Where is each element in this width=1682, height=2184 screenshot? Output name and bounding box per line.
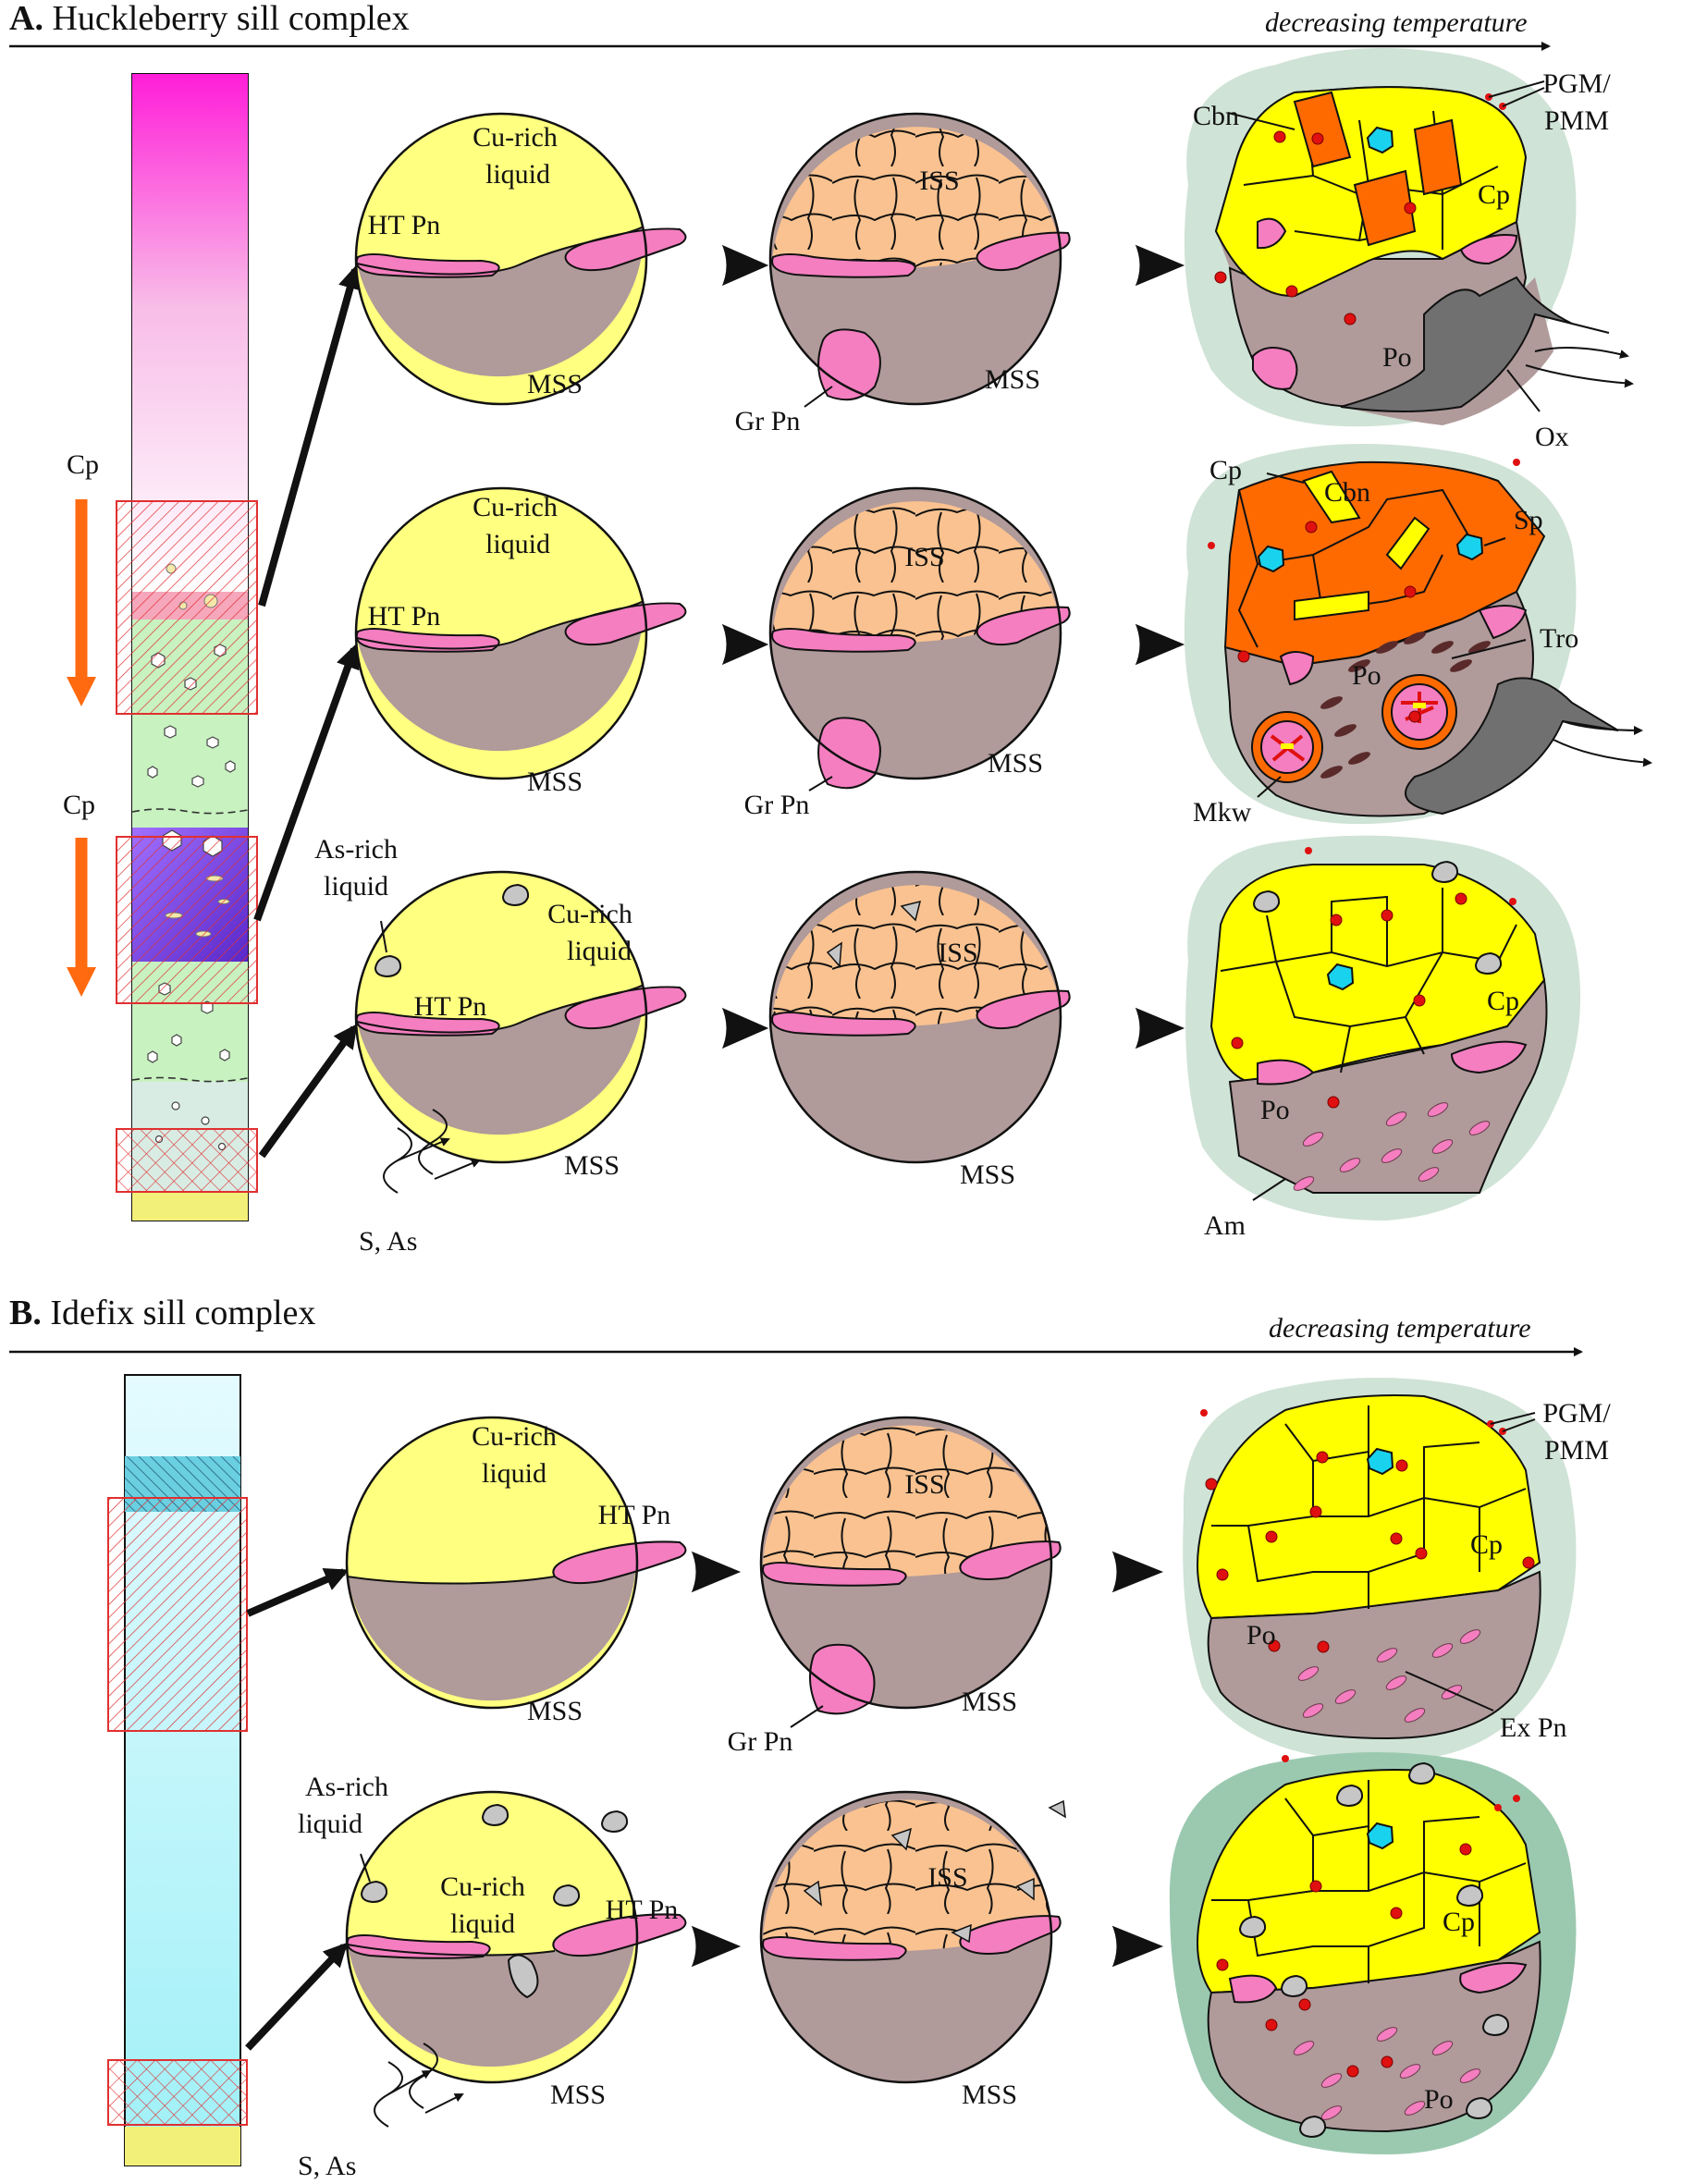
final-b2-assemblage: Cp Po xyxy=(1169,1752,1577,2154)
stage1-b1-htpn-label: HT Pn xyxy=(598,1500,671,1530)
stage1-b2-s-as-label: S, As xyxy=(298,2151,356,2181)
final-b1-pgm-label-1: PGM/ xyxy=(1542,1398,1611,1429)
arrowheads-stage1-to-stage2 xyxy=(716,239,776,1054)
cp-arrow-label-2: Cp xyxy=(63,790,95,820)
stage1-a2-liquid-label-1: Cu-rich xyxy=(473,492,558,522)
final-a1-cp-label: Cp xyxy=(1478,179,1510,210)
stage2-b2-iss-label: ISS xyxy=(927,1862,967,1893)
stage2-a1-iss-label: ISS xyxy=(919,166,959,196)
stage1-a3-s-as-label: S, As xyxy=(359,1226,417,1257)
final-a2-mkw-label: Mkw xyxy=(1193,797,1252,828)
final-a3-po-label: Po xyxy=(1260,1095,1290,1125)
stage1-b2-liquid-label-2: liquid xyxy=(450,1908,515,1939)
stage2-b2-iss: ISS MSS xyxy=(759,1790,1066,2110)
arrow-column-to-row3 xyxy=(258,1024,358,1159)
stage2-a1-mss-label: MSS xyxy=(985,364,1040,395)
final-a2-cbn-label: Cbn xyxy=(1324,477,1370,508)
final-a1-ox-label: Ox xyxy=(1535,422,1569,452)
stage1-a1-htpn-label: HT Pn xyxy=(368,210,441,240)
stage2-a2-iss-label: ISS xyxy=(904,542,944,572)
final-a3-am-label: Am xyxy=(1204,1210,1246,1241)
stage2-a2-mss-label: MSS xyxy=(988,748,1043,779)
stage2-a1-grpn-label: Gr Pn xyxy=(735,406,801,436)
stage2-a3-iss-label: ISS xyxy=(938,938,977,968)
stage2-a3-iss: ISS MSS xyxy=(768,870,1071,1190)
final-a2-cp-label: Cp xyxy=(1209,455,1242,485)
stage1-a3: As-rich liquid Cu-rich liquid HT Pn MSS … xyxy=(314,834,687,1257)
final-a3-assemblage: Cp Po Am xyxy=(1185,835,1581,1241)
arrowheads-b xyxy=(685,1546,1172,1972)
stage1-a1-mss-label: MSS xyxy=(527,369,583,399)
panel-a-title: A. Huckleberry sill complex xyxy=(9,0,410,38)
panel-b-temperature-label: decreasing temperature xyxy=(1269,1313,1531,1344)
final-b1-cp-label: Cp xyxy=(1470,1529,1503,1560)
final-b1-expn-label: Ex Pn xyxy=(1500,1712,1567,1743)
arrow-column-to-row1 xyxy=(258,264,362,607)
final-a1-po-label: Po xyxy=(1382,342,1412,373)
final-b2-po-label: Po xyxy=(1424,2084,1454,2115)
final-a1-pgm-label-2: PMM xyxy=(1544,105,1609,136)
stage1-sulfide-liquid: Cu-rich liquid HT Pn MSS xyxy=(354,112,687,406)
stage1-a3-asliquid-label-2: liquid xyxy=(324,871,388,902)
stage2-b1-grpn-label: Gr Pn xyxy=(728,1726,793,1757)
stage1-b2: As-rich liquid Cu-rich liquid HT Pn MSS … xyxy=(298,1772,687,2181)
stage1-b2-asliquid-label-2: liquid xyxy=(298,1809,362,1839)
stage1-b1-mss-label: MSS xyxy=(527,1696,583,1726)
stage2-a3-mss-label: MSS xyxy=(960,1159,1015,1190)
final-a2-tro-label: Tro xyxy=(1540,623,1578,654)
stage1-b2-liquid-label-1: Cu-rich xyxy=(440,1871,525,1902)
stage1-a1-liquid-label-1: Cu-rich xyxy=(473,122,558,153)
final-a3-cp-label: Cp xyxy=(1487,986,1519,1016)
stage2-b2-mss-label: MSS xyxy=(962,2080,1017,2110)
stage2-b1-iss-label: ISS xyxy=(904,1469,944,1500)
stage1-a2-htpn-label: HT Pn xyxy=(368,601,441,632)
final-b1-pgm-label-2: PMM xyxy=(1544,1435,1609,1466)
stage1-b1-liquid-label-2: liquid xyxy=(482,1458,546,1489)
stage1-a3-liquid-label-1: Cu-rich xyxy=(547,899,632,929)
arrow-column-to-row2 xyxy=(253,644,360,922)
final-a2-assemblage: Cp Cbn Sp Tro Po Mkw xyxy=(1184,444,1652,828)
stage1-a2-mss-label: MSS xyxy=(527,767,583,797)
stage1-a2: Cu-rich liquid HT Pn MSS xyxy=(354,486,687,797)
arrow-column-b-to-row2 xyxy=(245,1942,349,2051)
final-a2-sp-label: Sp xyxy=(1514,505,1543,535)
final-a1-assemblage: Cbn PGM/ PMM Cp Po Ox xyxy=(1184,48,1634,452)
cp-arrow-label-1: Cp xyxy=(67,449,99,480)
stage1-b2-asliquid-label-1: As-rich xyxy=(305,1772,388,1802)
final-b1-assemblage: PGM/ PMM Cp Po Ex Pn xyxy=(1183,1378,1611,1761)
stage1-b1: Cu-rich liquid HT Pn MSS xyxy=(345,1416,687,1726)
panel-a-temperature-label: decreasing temperature xyxy=(1265,7,1528,38)
stage2-b1-iss: ISS MSS Gr Pn xyxy=(728,1416,1062,1757)
final-a2-po-label: Po xyxy=(1352,660,1381,691)
stage1-a3-mss-label: MSS xyxy=(564,1150,620,1181)
final-b2-cp-label: Cp xyxy=(1443,1907,1475,1937)
stage2-a2-grpn-label: Gr Pn xyxy=(744,790,810,820)
column-a-stratigraphy xyxy=(116,73,258,1221)
column-b-stratigraphy xyxy=(107,1374,248,2166)
panel-b-title: B. Idefix sill complex xyxy=(9,1294,315,1332)
stage1-a1-liquid-label-2: liquid xyxy=(485,159,550,190)
final-a1-cbn-label: Cbn xyxy=(1193,101,1239,131)
stage1-b2-htpn-label: HT Pn xyxy=(606,1895,679,1925)
stage2-a1-iss: ISS MSS Gr Pn xyxy=(735,112,1071,436)
final-a1-pgm-label-1: PGM/ xyxy=(1542,68,1611,99)
stage1-a3-liquid-label-2: liquid xyxy=(567,936,632,966)
stage2-a2-iss: ISS MSS Gr Pn xyxy=(744,486,1071,820)
arrow-column-b-to-row1 xyxy=(246,1568,350,1617)
arrowheads-stage2-to-final xyxy=(1129,239,1192,1054)
stage1-b1-liquid-label-1: Cu-rich xyxy=(472,1421,557,1452)
stage1-a3-htpn-label: HT Pn xyxy=(414,991,487,1022)
stage1-b2-mss-label: MSS xyxy=(550,2080,606,2110)
stage2-b1-mss-label: MSS xyxy=(962,1687,1017,1717)
stage1-a2-liquid-label-2: liquid xyxy=(485,529,550,559)
stage1-a3-asliquid-label-1: As-rich xyxy=(314,834,398,865)
final-b1-po-label: Po xyxy=(1246,1620,1276,1650)
